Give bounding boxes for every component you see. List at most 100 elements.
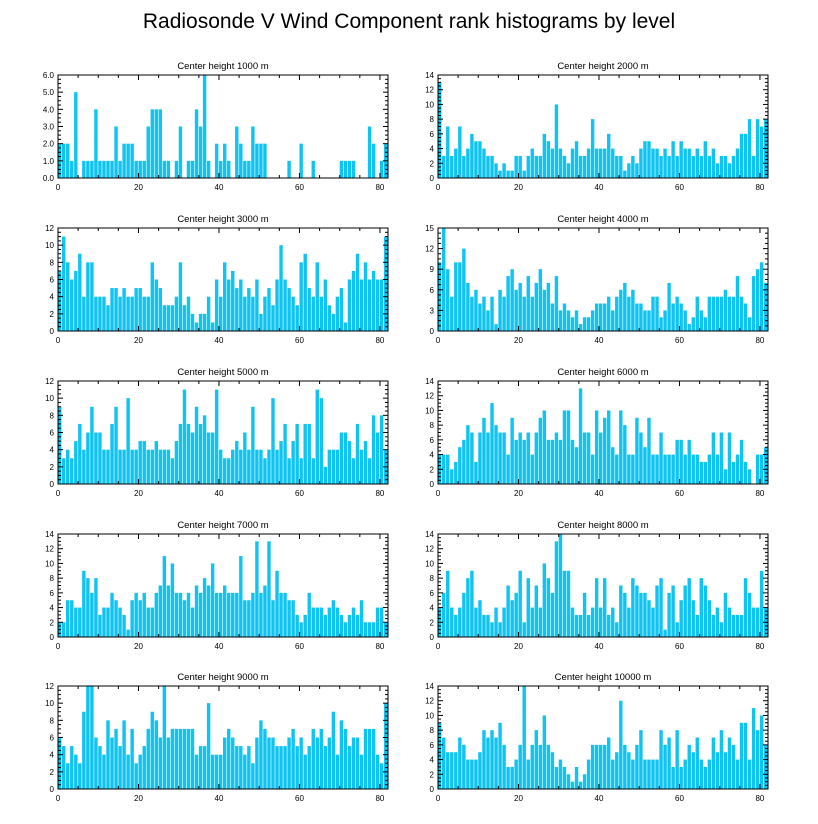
bar — [446, 269, 450, 331]
bar — [607, 737, 611, 789]
bar — [446, 126, 450, 178]
bar — [178, 423, 183, 484]
bar — [554, 276, 559, 331]
bar — [623, 282, 627, 331]
bar — [70, 746, 74, 789]
bar — [458, 447, 462, 484]
bar — [227, 160, 231, 178]
bar — [582, 774, 587, 789]
bar — [82, 296, 86, 331]
bar — [542, 289, 547, 331]
bar — [490, 155, 494, 178]
bar — [751, 607, 756, 637]
bar — [323, 466, 328, 484]
x-tick-label: 80 — [755, 489, 764, 498]
bar — [458, 262, 462, 331]
bar — [727, 296, 732, 331]
bar — [442, 228, 446, 331]
x-tick-label: 40 — [595, 489, 604, 498]
bar — [635, 417, 639, 484]
bar — [735, 614, 740, 637]
bar — [174, 441, 179, 484]
bar — [74, 754, 78, 789]
bar — [647, 310, 651, 331]
bar — [631, 454, 635, 484]
y-tick-label: 2 — [430, 770, 435, 779]
bar — [198, 592, 203, 637]
x-tick-label: 0 — [56, 642, 61, 651]
y-tick-label: 6.0 — [43, 71, 55, 80]
bar — [603, 148, 607, 178]
bar — [279, 245, 283, 331]
bar — [558, 534, 563, 637]
bar — [78, 607, 82, 637]
bar — [607, 410, 611, 484]
x-tick-label: 20 — [514, 489, 523, 498]
bar — [695, 296, 699, 331]
bar — [74, 607, 78, 637]
bar — [743, 303, 748, 331]
bar — [723, 289, 728, 331]
y-tick-label: 8 — [430, 421, 435, 430]
bar — [202, 578, 207, 637]
bar — [530, 454, 534, 484]
bar — [723, 592, 728, 637]
bar — [299, 737, 303, 789]
x-tick-label: 0 — [56, 336, 61, 345]
histogram-panel: Center height 3000 m 0 20 40 60 80 0 2 4 6 8 10 12 — [45, 214, 389, 345]
bar — [619, 700, 623, 789]
bar — [466, 425, 470, 484]
bar — [371, 415, 376, 484]
bar — [502, 432, 506, 484]
bar — [699, 310, 704, 331]
y-tick-label: 8 — [430, 574, 435, 583]
x-tick-label: 80 — [375, 489, 384, 498]
bar — [715, 454, 720, 484]
y-tick-label: 12 — [425, 697, 434, 706]
histogram-panel: Center height 9000 m 0 20 40 60 80 0 2 4 6 8 10 12 — [45, 672, 389, 803]
bar — [506, 276, 510, 331]
bar — [542, 410, 547, 484]
bar — [683, 148, 687, 178]
bar — [347, 614, 352, 637]
bar — [102, 296, 106, 331]
bar — [611, 310, 615, 331]
y-tick-label: 8 — [50, 574, 55, 583]
bar — [202, 415, 207, 484]
bar — [546, 439, 551, 484]
bar — [106, 305, 110, 331]
bar — [550, 148, 555, 178]
bar — [675, 155, 679, 178]
y-tick-label: 8 — [50, 716, 55, 725]
bar — [86, 686, 90, 789]
bar — [586, 148, 591, 178]
y-tick-label: 3.0 — [43, 123, 55, 132]
bar — [498, 622, 502, 637]
bar — [194, 406, 199, 484]
bar — [158, 737, 163, 789]
bar — [138, 160, 142, 178]
bar — [743, 578, 748, 637]
x-tick-label: 80 — [375, 336, 384, 345]
bar — [623, 170, 627, 178]
bar — [454, 614, 458, 637]
bar — [223, 262, 227, 331]
bar — [623, 592, 627, 637]
bar — [283, 592, 287, 637]
bar — [719, 622, 724, 637]
bar — [699, 155, 704, 178]
bar — [66, 262, 70, 331]
y-tick-label: 10 — [425, 406, 434, 415]
bar — [66, 449, 70, 484]
bar — [679, 141, 683, 178]
bar — [707, 759, 712, 789]
bar — [355, 423, 360, 484]
y-tick-label: 6 — [430, 589, 435, 598]
bar — [351, 607, 356, 637]
bar — [566, 310, 571, 331]
bar — [506, 585, 510, 637]
bar — [514, 439, 518, 484]
bar — [611, 447, 615, 484]
bar — [731, 744, 736, 789]
bar — [186, 296, 191, 331]
